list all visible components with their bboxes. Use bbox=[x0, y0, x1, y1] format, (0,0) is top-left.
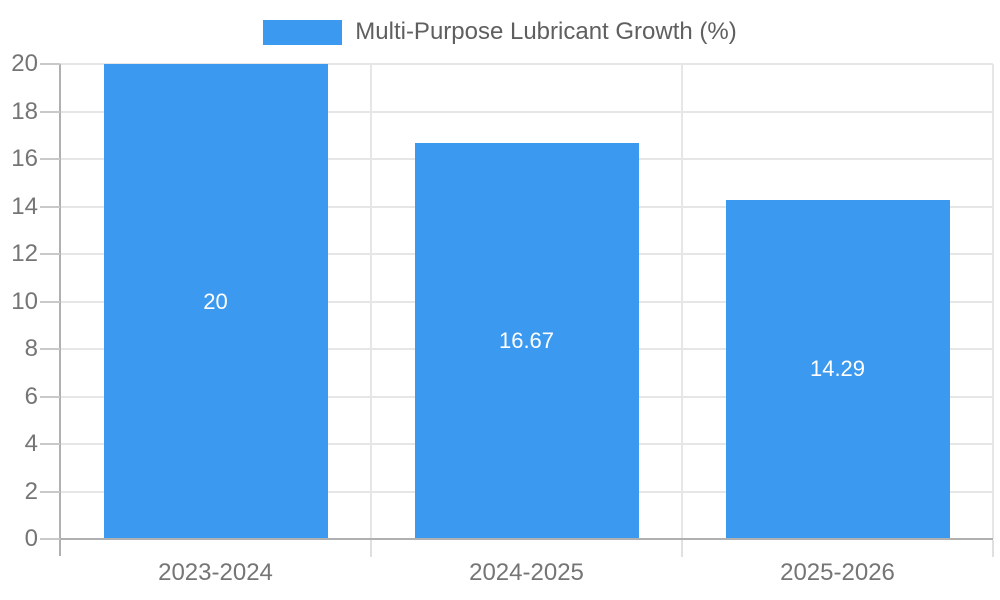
plot-area: 20 16.67 14.29 bbox=[60, 63, 994, 539]
bar[interactable]: 20 bbox=[103, 64, 328, 539]
bar-value-label: 16.67 bbox=[498, 328, 555, 354]
y-tick-label: 12 bbox=[11, 240, 38, 267]
x-tick-label: 2023-2024 bbox=[158, 559, 273, 586]
y-axis-tick bbox=[40, 110, 60, 113]
y-axis-tick bbox=[40, 63, 60, 65]
y-axis-tick bbox=[40, 348, 60, 350]
y-axis-tick bbox=[40, 538, 60, 540]
y-axis-tick bbox=[40, 395, 60, 398]
y-tick-label: 4 bbox=[24, 430, 38, 457]
y-tick-label: 14 bbox=[11, 192, 38, 220]
y-axis-tick bbox=[40, 490, 60, 493]
x-tick-label: 2025-2026 bbox=[780, 559, 895, 586]
y-axis-tick bbox=[40, 443, 60, 445]
y-tick-label: 6 bbox=[24, 382, 38, 410]
y-axis-tick bbox=[40, 205, 60, 208]
chart-legend[interactable]: Multi-Purpose Lubricant Growth (%) bbox=[0, 17, 1000, 47]
v-gridline bbox=[370, 64, 372, 539]
y-tick-label: 2 bbox=[24, 477, 38, 505]
x-axis-tick bbox=[992, 540, 994, 557]
bar-value-label: 14.29 bbox=[809, 356, 866, 382]
v-gridline bbox=[681, 64, 683, 539]
h-gridline bbox=[60, 63, 993, 65]
y-axis-line bbox=[59, 64, 61, 556]
h-gridline bbox=[60, 110, 993, 113]
y-tick-label: 8 bbox=[24, 335, 38, 362]
y-tick-label: 10 bbox=[11, 287, 38, 315]
x-axis-tick bbox=[370, 540, 372, 557]
x-axis-tick bbox=[681, 540, 683, 557]
y-tick-label: 18 bbox=[11, 97, 38, 125]
legend-swatch bbox=[263, 19, 343, 45]
bar[interactable]: 16.67 bbox=[414, 143, 639, 539]
bar[interactable]: 14.29 bbox=[725, 199, 950, 539]
v-gridline bbox=[992, 64, 994, 539]
y-tick-label: 16 bbox=[11, 145, 38, 172]
x-axis-line bbox=[40, 538, 993, 540]
y-tick-label: 20 bbox=[11, 50, 38, 77]
y-axis-tick bbox=[40, 253, 60, 255]
legend-label: Multi-Purpose Lubricant Growth (%) bbox=[355, 18, 737, 45]
x-tick-label: 2024-2025 bbox=[469, 559, 584, 586]
y-tick-label: 0 bbox=[24, 525, 38, 552]
y-axis-tick bbox=[40, 158, 60, 160]
bar-value-label: 20 bbox=[203, 288, 228, 314]
y-axis-tick bbox=[40, 300, 60, 303]
